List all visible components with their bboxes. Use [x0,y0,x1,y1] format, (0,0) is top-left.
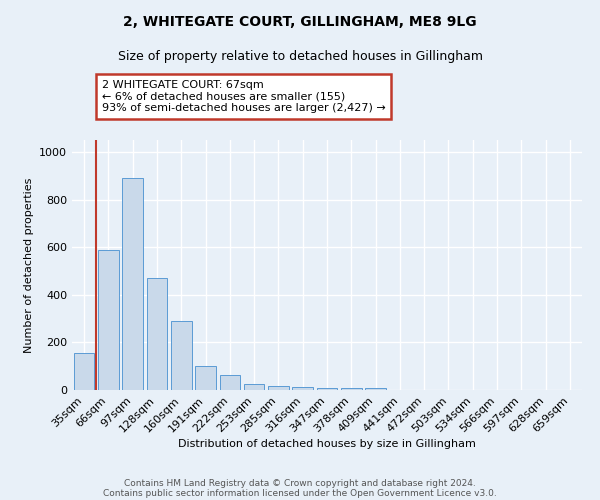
Bar [98,250,119,390]
Bar [122,178,143,390]
Bar [292,387,313,390]
X-axis label: Distribution of detached houses by size in Gillingham: Distribution of detached houses by size … [178,440,476,450]
Bar [365,388,386,390]
Text: 2 WHITEGATE COURT: 67sqm
← 6% of detached houses are smaller (155)
93% of semi-d: 2 WHITEGATE COURT: 67sqm ← 6% of detache… [102,80,386,113]
Bar [341,388,362,390]
Text: Size of property relative to detached houses in Gillingham: Size of property relative to detached ho… [118,50,482,63]
Bar [268,386,289,390]
Bar [317,388,337,390]
Bar [74,353,94,390]
Text: 2, WHITEGATE COURT, GILLINGHAM, ME8 9LG: 2, WHITEGATE COURT, GILLINGHAM, ME8 9LG [123,15,477,29]
Bar [171,321,191,390]
Bar [220,375,240,390]
Text: Contains public sector information licensed under the Open Government Licence v3: Contains public sector information licen… [103,488,497,498]
Bar [195,366,216,390]
Bar [244,384,265,390]
Bar [146,278,167,390]
Y-axis label: Number of detached properties: Number of detached properties [23,178,34,352]
Text: Contains HM Land Registry data © Crown copyright and database right 2024.: Contains HM Land Registry data © Crown c… [124,478,476,488]
